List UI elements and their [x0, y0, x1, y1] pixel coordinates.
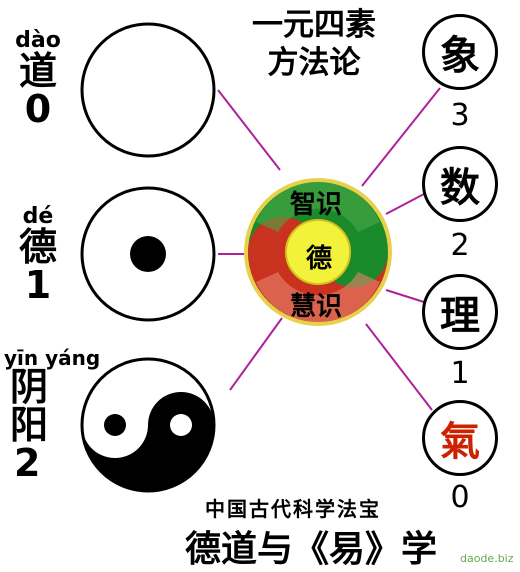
number-xiang: 3 [450, 98, 470, 133]
pinyin-yinyang: yīn yáng [4, 346, 101, 370]
bottom-subtitle: 中国古代科学法宝 [205, 497, 381, 521]
center-emblem [244, 178, 392, 326]
char-qi: 氣 [440, 419, 480, 465]
right-circle-li: 理 [422, 274, 498, 350]
char-xiang: 象 [440, 33, 480, 79]
dao-circle [80, 22, 216, 158]
brand-text: daode.biz [460, 552, 514, 565]
title-line-1: 一元四素 [252, 7, 376, 43]
connector-shu [385, 193, 425, 215]
bottom-title: 德道与《易》学 [185, 529, 438, 570]
connector-xiang [361, 87, 441, 187]
connector-yinyang [229, 317, 283, 391]
number-de: 1 [24, 263, 52, 307]
number-shu: 2 [450, 228, 470, 263]
number-li: 1 [450, 356, 470, 391]
left-label-de: dé 德 1 [8, 204, 68, 307]
center-middle-text: 德 [306, 244, 333, 274]
han-yin: 阴 [10, 365, 49, 409]
connector-qi [365, 323, 433, 411]
yin-yang-symbol [80, 357, 216, 493]
connector-li [385, 289, 425, 303]
left-label-dao: dào 道 0 [8, 28, 68, 131]
center-top-text: 智识 [290, 190, 343, 220]
number-qi: 0 [450, 480, 470, 515]
de-dot [130, 236, 166, 272]
number-dao: 0 [24, 87, 52, 131]
char-li: 理 [440, 293, 480, 339]
pinyin-de: dé [22, 204, 54, 229]
brand-logo: daode.biz [460, 552, 514, 565]
left-label-yinyang: yīn yáng 阴 阳 2 [4, 348, 114, 482]
center-bottom-text: 慧识 [290, 292, 343, 322]
right-circle-xiang: 象 [422, 14, 498, 90]
title-line-2: 方法论 [267, 45, 361, 81]
right-circle-shu: 数 [422, 146, 498, 222]
right-circle-qi: 氣 [422, 400, 498, 476]
han-yang: 阳 [10, 403, 49, 447]
connector-dao [217, 89, 281, 171]
title-top: 一元四素 方法论 [234, 6, 394, 82]
pinyin-dao: dào [15, 28, 61, 53]
number-yinyang: 2 [14, 441, 41, 485]
han-de: 德 [18, 225, 57, 269]
han-dao: 道 [18, 49, 57, 93]
char-shu: 数 [440, 165, 480, 211]
connector-lines [217, 87, 441, 411]
